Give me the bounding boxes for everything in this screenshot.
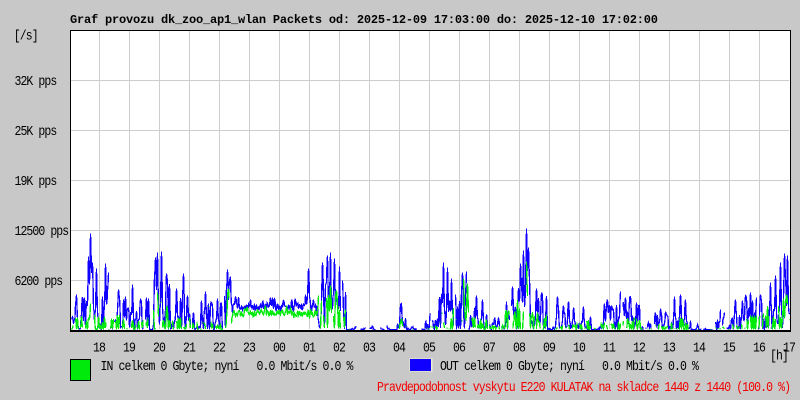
svg-text:23: 23 [243,341,255,356]
svg-text:00: 00 [273,341,285,356]
svg-text:OUT celkem 0 Gbyte; nyní 0.0: OUT celkem 0 Gbyte; nyní 0.0 Mbit/s 0.0 … [440,359,699,374]
svg-text:25K pps: 25K pps [15,124,57,139]
svg-text:21: 21 [183,341,195,356]
svg-text:16: 16 [753,341,765,356]
svg-text:32K pps: 32K pps [15,74,57,89]
svg-text:12500 pps: 12500 pps [15,224,69,239]
svg-text:Pravdepodobnost vyskytu E220 K: Pravdepodobnost vyskytu E220 KULATAK na … [377,380,791,395]
svg-text:08: 08 [513,341,525,356]
svg-text:09: 09 [543,341,555,356]
svg-text:14: 14 [693,341,705,356]
svg-text:12: 12 [633,341,645,356]
svg-text:01: 01 [303,341,315,356]
svg-text:07: 07 [483,341,495,356]
svg-text:22: 22 [213,341,225,356]
svg-text:[/s]: [/s] [14,29,38,44]
svg-text:[h]: [h] [770,349,788,364]
svg-text:18: 18 [93,341,105,356]
svg-text:20: 20 [153,341,165,356]
svg-text:10: 10 [573,341,585,356]
svg-text:04: 04 [393,341,405,356]
svg-text:15: 15 [723,341,735,356]
svg-text:6200 pps: 6200 pps [15,274,63,289]
svg-text:17: 17 [783,341,795,356]
svg-text:05: 05 [423,341,435,356]
svg-text:06: 06 [453,341,465,356]
svg-text:IN celkem 0 Gbyte; nyní 0.0: IN celkem 0 Gbyte; nyní 0.0 Mbit/s 0.0 % [101,359,354,374]
svg-text:Graf provozu dk_zoo_ap1_wlan P: Graf provozu dk_zoo_ap1_wlan Packets od:… [70,13,658,27]
svg-text:03: 03 [363,341,375,356]
svg-text:13: 13 [663,341,675,356]
svg-text:19: 19 [123,341,135,356]
svg-text:19K pps: 19K pps [15,174,57,189]
svg-text:11: 11 [603,341,615,356]
svg-text:02: 02 [333,341,345,356]
